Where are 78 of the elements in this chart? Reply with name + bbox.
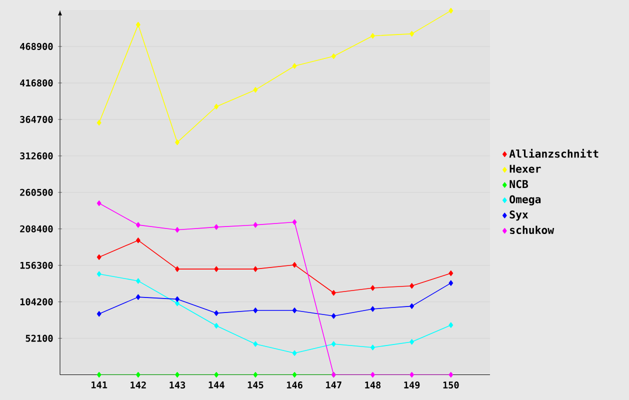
point [214, 266, 219, 272]
point [214, 224, 219, 230]
legend-label: Hexer [510, 164, 541, 173]
point [292, 219, 297, 225]
point [96, 271, 102, 277]
point [331, 53, 336, 60]
point [136, 238, 140, 244]
point [410, 303, 414, 309]
legend-label: Syx [510, 210, 528, 221]
x-tick-label: 147 [326, 382, 342, 388]
point [331, 313, 336, 319]
legend-label: Allianzschnitt [509, 148, 598, 158]
point [175, 300, 180, 306]
point [448, 280, 454, 286]
y-tick-label: 156300 [20, 262, 53, 269]
x-tick-label: 142 [130, 382, 146, 388]
legend-label: schukow [510, 226, 554, 234]
point [96, 372, 102, 378]
point [214, 310, 219, 316]
point [175, 266, 180, 272]
y-tick-label: 416800 [20, 79, 53, 86]
point [292, 308, 297, 314]
point [410, 372, 414, 378]
point [448, 322, 454, 328]
point [448, 270, 454, 276]
y-tick-label: 104200 [20, 298, 53, 306]
point [96, 254, 102, 260]
point [410, 31, 414, 37]
point [214, 104, 219, 110]
point [253, 222, 258, 228]
y-tick-label: 260500 [20, 188, 53, 196]
point [253, 341, 258, 347]
point [136, 372, 140, 378]
point [253, 372, 258, 378]
point [214, 322, 219, 329]
y-tick-label: 208400 [20, 225, 53, 232]
point [136, 222, 140, 228]
point [214, 372, 219, 378]
x-tick-label: 145 [248, 382, 264, 388]
y-tick-label: 52100 [26, 334, 53, 342]
legend-label: Omega [510, 195, 541, 206]
point [253, 308, 258, 314]
point [331, 290, 336, 296]
point [331, 341, 336, 347]
point [292, 372, 297, 378]
point [410, 283, 414, 289]
y-tick-label: 312600 [20, 152, 53, 160]
point [292, 350, 297, 356]
point [253, 87, 258, 93]
point [448, 372, 454, 378]
point [136, 22, 140, 28]
point [370, 306, 375, 312]
x-tick-label: 148 [365, 382, 381, 389]
point [96, 200, 102, 206]
point [370, 285, 375, 291]
point [253, 266, 258, 272]
x-tick-label: 141 [92, 382, 108, 388]
point [96, 120, 102, 126]
point [448, 8, 454, 14]
x-tick-label: 149 [404, 382, 420, 389]
point [136, 294, 140, 300]
point [292, 63, 297, 69]
point [370, 33, 375, 39]
y-tick-label: 468900 [20, 42, 53, 50]
point [410, 339, 414, 345]
point [370, 344, 375, 350]
legend-label: NCB [510, 180, 528, 188]
x-tick-label: 143 [170, 382, 186, 389]
point [175, 296, 180, 302]
point [96, 311, 102, 317]
point [292, 262, 297, 268]
x-tick-label: 146 [286, 381, 302, 389]
x-tick-label: 150 [443, 382, 459, 389]
point [175, 227, 180, 233]
point [175, 140, 180, 146]
x-tick-label: 144 [208, 382, 224, 388]
point [136, 278, 140, 284]
y-tick-label: 364700 [20, 116, 53, 123]
